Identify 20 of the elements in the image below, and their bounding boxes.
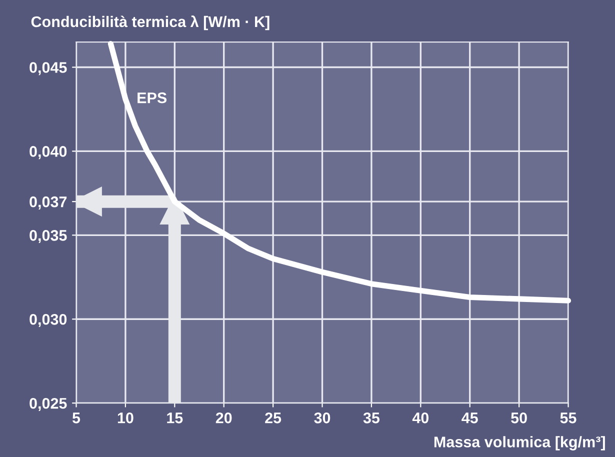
x-tick-label: 10 — [118, 412, 134, 424]
y-axis-title: Conducibilità termica λ [W/m · K] — [31, 16, 270, 30]
y-tick-label: 0,037 — [30, 196, 67, 210]
x-tick-label: 35 — [363, 412, 380, 424]
x-tick-label: 55 — [560, 412, 576, 424]
x-tick-label: 45 — [462, 412, 478, 424]
x-tick-label: 40 — [412, 412, 429, 424]
y-tick-label: 0,035 — [30, 230, 67, 244]
y-tick-label: 0,040 — [30, 146, 67, 160]
y-tick-label: 0,025 — [30, 398, 67, 411]
y-tick-label: 0,045 — [30, 62, 67, 76]
x-tick-label: 25 — [265, 412, 282, 424]
x-tick-label: 20 — [216, 412, 232, 424]
x-tick-label: 30 — [314, 412, 330, 424]
x-tick-label: 5 — [72, 412, 80, 424]
series-label: EPS — [138, 92, 167, 104]
x-axis-title: Massa volumica [kg/m³] — [434, 436, 605, 450]
y-tick-label: 0,030 — [30, 314, 67, 328]
x-tick-label: 50 — [511, 412, 527, 424]
x-tick-label: 15 — [167, 412, 183, 424]
